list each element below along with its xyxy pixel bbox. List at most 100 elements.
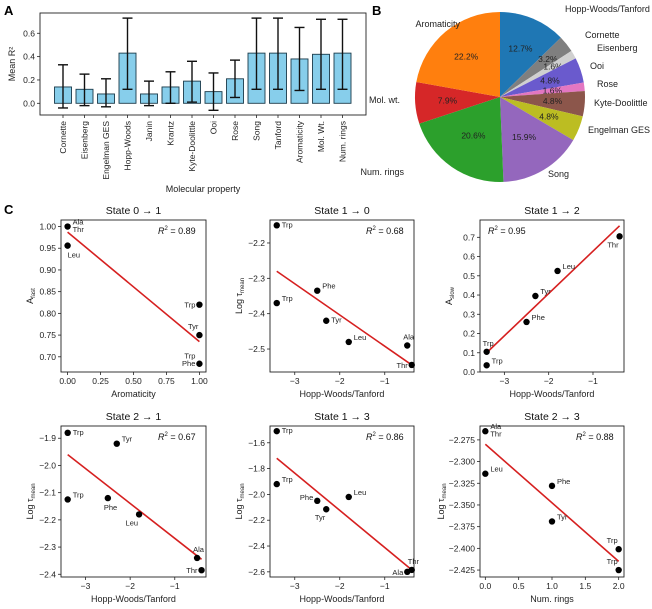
- x-axis-label: Hopp-Woods/Tanford: [510, 389, 595, 399]
- data-point-label: Leu: [354, 333, 367, 342]
- r-symbol: R: [366, 226, 373, 236]
- pie-slice-percent: 12.7%: [508, 43, 533, 53]
- data-point: [196, 301, 203, 308]
- x-tick-label: −3: [290, 581, 300, 591]
- data-point-label: Trp: [607, 536, 618, 545]
- data-point: [482, 428, 489, 435]
- pie-slice-label: Num. rings: [360, 167, 404, 177]
- data-point-label: Trp: [184, 301, 195, 310]
- x-tick-label: 0.00: [59, 376, 76, 386]
- x-tick-label: Num. rings: [338, 121, 348, 162]
- data-point-label: Ala: [73, 218, 85, 227]
- pie-slice-percent: 4.8%: [543, 96, 563, 106]
- bar-chart-panel: 0.0 0.2 0.4 0.6 Mean R² Cornette Eisenberg Enge…: [7, 12, 367, 194]
- y-axis-label-subscript: fast: [31, 288, 37, 298]
- y-tick-label: 1.00: [39, 222, 56, 232]
- superscript: 2: [165, 226, 169, 232]
- data-point: [404, 342, 411, 349]
- x-tick-label: −1: [380, 581, 390, 591]
- y-tick-label: −2.2: [248, 515, 265, 525]
- x-axis-label: Hopp-Woods/Tanford: [300, 389, 385, 399]
- data-point: [615, 566, 622, 574]
- y-tick-label: −2.375: [449, 522, 476, 532]
- x-tick-label: 0.0: [479, 581, 491, 591]
- x-tick-label: Hopp-Woods: [123, 121, 133, 170]
- y-axis-label: Log τmean: [234, 278, 246, 314]
- data-point: [193, 554, 201, 562]
- r-squared-value: = 0.95: [498, 226, 526, 236]
- y-tick-label: 0.0: [463, 367, 475, 377]
- plot-title: State 2 → 3: [524, 411, 580, 423]
- plot-frame: [60, 219, 207, 373]
- data-point: [64, 429, 71, 437]
- y-tick-label: 0.80: [39, 308, 56, 318]
- scatter-plot-c5: State 1 → 3 −3 −2 −1 −2.6 −2.4 −2.2 −2.0 −1.8 −1.…: [234, 411, 420, 604]
- r-squared-value: = 0.68: [376, 226, 404, 236]
- data-point-label: Trp: [73, 428, 84, 437]
- pie-slice: [500, 82, 585, 97]
- data-point-label: Tyr: [315, 513, 326, 522]
- data-point: [483, 348, 490, 355]
- plot-title: State 1 → 2: [524, 205, 580, 217]
- pie-slice-percent: 4.8%: [539, 112, 559, 122]
- pie-slice-label: Engelman GES: [588, 125, 650, 135]
- data-point: [345, 493, 352, 501]
- r-squared-annotation: R2 = 0.88: [576, 432, 614, 442]
- x-axis-label: Hopp-Woods/Tanford: [91, 594, 176, 604]
- x-axis-label: Molecular property: [166, 184, 241, 194]
- scatter-plot-c2: State 1 → 0 −3 −2 −1 −2.5 −2.4 −2.3 −2.2 Hopp-Wo…: [234, 205, 415, 399]
- y-tick-label: −2.6: [248, 567, 265, 577]
- r-squared-annotation: R2 = 0.67: [158, 432, 196, 442]
- pie-slice: [500, 50, 576, 97]
- data-point-label: Phe: [182, 359, 195, 368]
- y-tick-label: −1.6: [248, 438, 265, 448]
- pie-slice: [500, 97, 583, 141]
- data-point-label: Ala: [490, 422, 502, 431]
- data-point-label: Phe: [300, 493, 313, 502]
- y-tick-label: −2.0: [39, 460, 56, 470]
- data-point-label: Tyr: [557, 512, 568, 521]
- x-tick-label: Tanford: [273, 121, 283, 150]
- x-tick-label: 0.50: [125, 376, 142, 386]
- data-point: [483, 362, 490, 369]
- x-tick-label: −3: [81, 581, 91, 591]
- y-axis-label-subscript: mean: [31, 483, 37, 498]
- data-point: [616, 233, 623, 240]
- regression-line: [67, 453, 203, 560]
- x-tick-label: −1: [588, 376, 598, 386]
- y-tick-label: −2.5: [248, 344, 265, 354]
- data-point: [273, 480, 280, 488]
- x-tick-label: 0.75: [158, 376, 175, 386]
- y-tick-label: −2.0: [248, 489, 265, 499]
- data-point: [135, 511, 143, 518]
- data-point: [548, 482, 556, 490]
- data-point-label: Trp: [492, 356, 503, 365]
- plot-frame: [269, 425, 415, 578]
- data-point-label: Phe: [104, 503, 117, 512]
- data-point: [532, 292, 539, 300]
- data-point: [323, 317, 330, 324]
- pie-slice: [500, 12, 561, 97]
- x-tick-label: 0.25: [92, 376, 109, 386]
- data-point-label: Thr: [408, 557, 420, 566]
- y-tick-label: 0.6: [23, 28, 35, 38]
- y-axis-label-subscript: mean: [240, 483, 246, 498]
- scatter-grid-panel: State 0 → 1 0.00 0.25 0.50 0.75 1.00 0.70 0.75 0…: [25, 205, 625, 604]
- r-squared-annotation: R2 = 0.95: [488, 226, 526, 236]
- pie-slice-percent: 1.6%: [543, 86, 563, 96]
- pie-slice: [415, 82, 500, 124]
- x-tick-label: Kyte-Doolittle: [187, 121, 197, 172]
- y-axis-label: Log τmean: [25, 483, 37, 519]
- x-tick-label: Engelman GES: [101, 121, 111, 180]
- data-point-label: Ala: [193, 545, 205, 554]
- y-axis-label: Aslow: [444, 286, 456, 305]
- r-symbol: R: [488, 226, 495, 236]
- pie-slice: [419, 97, 504, 182]
- data-point-label: Phe: [532, 313, 545, 322]
- r-squared-value: = 0.67: [168, 432, 196, 442]
- y-axis-label: Log τmean: [234, 483, 246, 519]
- pie-slice: [500, 37, 572, 97]
- y-tick-label: 0.70: [39, 352, 56, 362]
- data-point: [196, 331, 203, 339]
- y-axis-label-subscript: mean: [240, 278, 246, 293]
